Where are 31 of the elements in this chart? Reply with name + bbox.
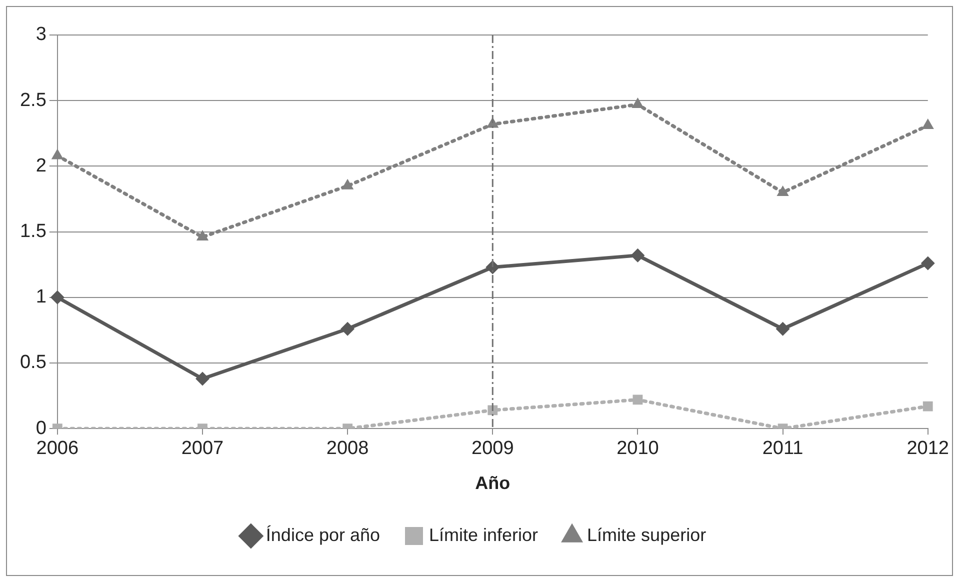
point (196, 230, 209, 241)
x-tick-label: 2009 (472, 438, 514, 460)
x-tick-label: 2008 (326, 438, 369, 460)
legend-label: Índice por año (266, 524, 380, 545)
point (630, 248, 645, 262)
x-tick-label: 2006 (36, 438, 79, 460)
x-axis-title: Año (475, 473, 510, 494)
y-tick-label: 2.5 (20, 90, 46, 111)
y-tick-label: 0 (36, 418, 46, 439)
legend-label: Límite inferior (429, 524, 538, 545)
point (920, 256, 935, 270)
x-tick-label: 2012 (906, 438, 950, 460)
x-tick-label: 2011 (762, 438, 804, 460)
point (632, 98, 644, 108)
y-tick-label: 1.5 (20, 221, 46, 242)
y-tick-label: 0.5 (20, 352, 46, 374)
legend-label: Límite superior (587, 524, 706, 545)
point (51, 148, 64, 160)
point (632, 394, 643, 405)
y-tick-label: 3 (36, 24, 46, 46)
point (922, 118, 934, 130)
point (195, 372, 210, 386)
x-tick-label: 2007 (181, 438, 224, 460)
point (776, 322, 790, 336)
point (776, 185, 789, 196)
y-tick-label: 1 (36, 286, 46, 308)
y-tick-label: 2 (36, 155, 46, 176)
x-tick-label: 2010 (616, 438, 659, 460)
point (922, 401, 933, 412)
point (342, 178, 354, 190)
point (340, 322, 355, 336)
